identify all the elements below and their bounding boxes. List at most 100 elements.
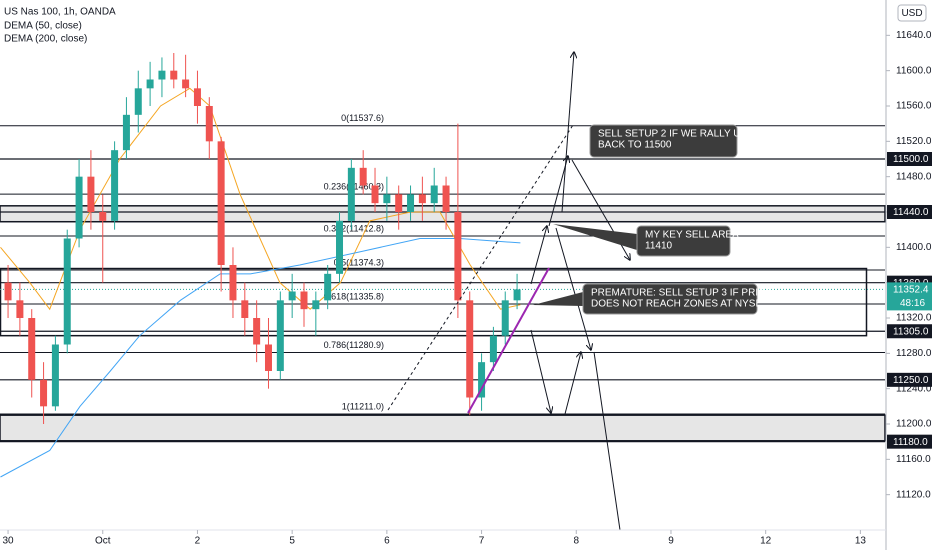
candle-body	[111, 150, 119, 221]
x-tick-label: 7	[479, 536, 485, 547]
candle-body	[324, 273, 332, 301]
y-tick-label: 11200.0	[896, 419, 932, 430]
annotation-text: PREMATURE: SELL SETUP 3 IF PRICE	[591, 288, 772, 299]
y-tick-label: 11400.0	[896, 242, 932, 253]
x-tick-label: 30	[2, 536, 14, 547]
fib-label: 0.618(11335.8)	[324, 291, 384, 301]
candle-body	[513, 289, 521, 301]
candle-body	[4, 282, 12, 301]
chart-title: US Nas 100, 1h, OANDA	[4, 7, 116, 18]
annotation-text: MY KEY SELL AREA	[645, 230, 739, 241]
dashed-projection	[387, 124, 574, 411]
x-tick-label: 5	[289, 536, 295, 547]
candle-body	[466, 300, 474, 398]
y-tick-label: 11240.0	[896, 383, 932, 394]
candle-body	[122, 114, 130, 151]
zone	[0, 414, 886, 442]
drawings-layer	[387, 52, 637, 531]
y-tick-label: 11120.0	[896, 489, 931, 500]
candle-body	[87, 176, 95, 212]
level-price-label: 11305.0	[893, 326, 929, 337]
candle-body	[371, 185, 379, 204]
annotation-text: DOES NOT REACH ZONES AT NYSE	[591, 299, 762, 310]
x-tick-label: Oct	[95, 536, 111, 547]
candle-body	[347, 167, 355, 221]
y-tick-label: 11280.0	[896, 348, 932, 359]
candle-body	[478, 362, 486, 398]
candle-body	[489, 335, 497, 363]
candle-body	[170, 70, 178, 80]
x-tick-label: 2	[195, 536, 201, 547]
candle-body	[383, 194, 391, 204]
y-tick-label: 11160.0	[896, 454, 931, 465]
candle-body	[134, 88, 142, 115]
candle-body	[418, 194, 426, 204]
candle-body	[16, 300, 24, 318]
level-price-box	[887, 205, 932, 219]
candle-body	[182, 79, 190, 89]
candle-body	[205, 106, 213, 142]
level-price-box	[887, 434, 932, 449]
arrow	[593, 351, 621, 531]
candle-body	[217, 141, 225, 265]
annotation-text: SELL SETUP 2 IF WE RALLY UP	[598, 129, 747, 140]
annotation-box	[582, 283, 758, 315]
candle-body	[442, 185, 450, 212]
candle-body	[241, 300, 249, 318]
candle-body	[75, 176, 83, 239]
x-tick-label: 6	[384, 536, 390, 547]
candle-body	[395, 194, 403, 212]
currency-label[interactable]: USD	[901, 8, 922, 19]
candle-body	[158, 70, 166, 80]
fib-label: 0.786(11280.9)	[324, 340, 384, 350]
candle-body	[336, 220, 344, 274]
candle-body	[28, 318, 36, 380]
candle-body	[253, 318, 261, 345]
y-tick-label: 11640.0	[896, 30, 932, 41]
x-tick-label: 8	[573, 536, 579, 547]
range-box	[0, 267, 868, 337]
level-price-box	[887, 152, 932, 166]
y-tick-label: 11600.0	[896, 65, 932, 76]
last-price-label: 11352.4	[893, 285, 929, 296]
x-tick-label: 9	[668, 536, 674, 547]
callout-pointer	[553, 224, 637, 250]
price-axis-bg	[886, 0, 932, 550]
level-price-label: 11180.0	[893, 437, 928, 448]
currency-button[interactable]	[897, 4, 927, 22]
candle-body	[193, 88, 201, 106]
last-price-box	[887, 282, 932, 311]
annotation-text: BACK TO 11500	[598, 140, 672, 151]
candle-body	[40, 379, 48, 407]
background-layer: 0(11537.6)0.236(11460.3)0.382(11412.8)0.…	[0, 113, 886, 443]
candle-body	[229, 265, 237, 301]
axis-layer: 11120.0 11160.0 11200.0 11240.0 11280.0 11320…	[2, 30, 932, 547]
callout-pointer	[533, 292, 583, 306]
moving-average	[0, 87, 521, 311]
y-tick-label: 11560.0	[896, 101, 932, 112]
level-price-label: 11440.0	[893, 207, 929, 218]
candle-body	[146, 79, 154, 89]
candle-body	[300, 291, 308, 310]
annotation-box	[589, 124, 738, 158]
candle-body	[63, 238, 71, 345]
fib-label: 1(11211.0)	[342, 402, 384, 412]
arrow	[555, 227, 591, 350]
trend-line	[467, 267, 550, 414]
moving-average	[0, 238, 521, 478]
level-price-label: 11250.0	[893, 375, 929, 386]
fib-label: 0(11537.6)	[341, 113, 384, 123]
candle-body	[454, 212, 462, 301]
y-tick-label: 11520.0	[896, 136, 932, 147]
candle-body	[288, 291, 296, 301]
x-tick-label: 13	[855, 536, 867, 547]
zone	[0, 205, 886, 223]
arrow	[564, 352, 581, 415]
candle-body	[359, 167, 367, 186]
y-tick-label: 11480.0	[896, 171, 932, 182]
legend-entry: DEMA (200, close)	[4, 34, 87, 45]
annotation-box	[636, 225, 731, 257]
level-price-label: 11500.0	[893, 154, 929, 165]
arrow	[530, 226, 547, 285]
